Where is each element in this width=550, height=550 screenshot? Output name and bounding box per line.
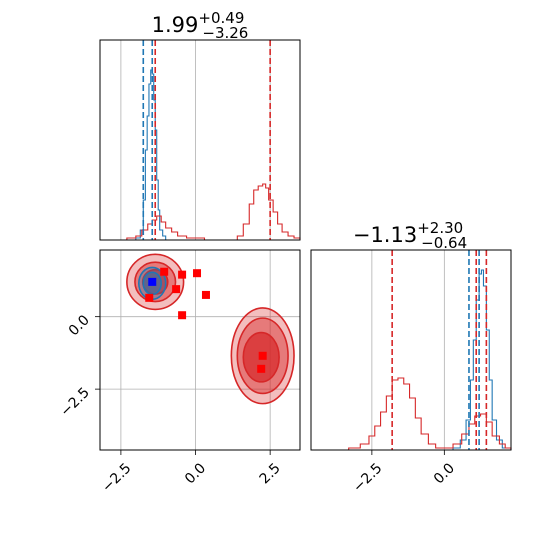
marginal-histogram-y — [310, 249, 512, 451]
point-marker — [193, 269, 202, 278]
point-marker — [172, 285, 181, 294]
point-marker — [258, 351, 267, 360]
point-marker — [201, 290, 210, 299]
histogram-series-0 — [444, 269, 512, 451]
point-marker — [178, 311, 187, 320]
marginal-histogram-x — [99, 39, 301, 241]
point-marker — [145, 293, 154, 302]
point-marker — [148, 277, 157, 286]
point-marker — [160, 267, 169, 276]
point-marker — [257, 364, 266, 373]
marginal-y-title: −1.13+2.30 −0.64 — [353, 219, 467, 252]
histogram-series-1 — [339, 377, 512, 451]
joint-scatter-panel — [99, 249, 301, 451]
point-marker — [178, 270, 187, 279]
marginal-x-title: 1.99+0.49 −3.26 — [152, 9, 249, 42]
